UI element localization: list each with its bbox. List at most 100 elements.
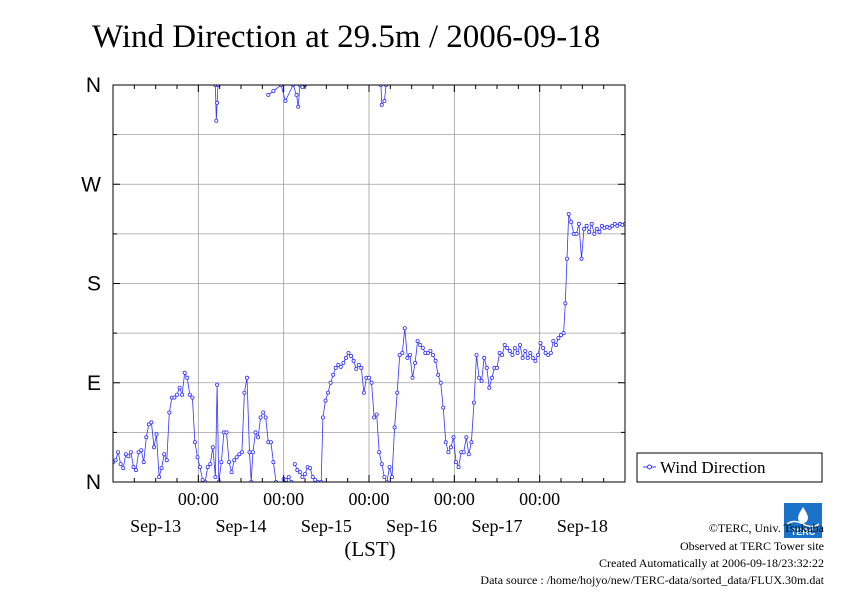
data-point: [443, 440, 448, 445]
data-point: [310, 474, 315, 479]
data-point: [118, 462, 123, 467]
data-point: [566, 211, 571, 216]
data-point: [574, 231, 579, 236]
data-point: [284, 477, 289, 482]
data-point: [139, 448, 144, 453]
data-point: [146, 422, 151, 427]
legend-point-marker: [647, 464, 652, 470]
data-point: [354, 366, 359, 371]
data-point: [548, 350, 553, 355]
data-point: [597, 229, 602, 234]
axis-ticks: [112, 84, 626, 483]
data-point: [213, 474, 218, 479]
data-point: [451, 435, 456, 440]
data-point: [343, 355, 348, 360]
data-point: [477, 375, 482, 380]
x-time-label: 00:00: [348, 489, 389, 509]
footer-copyright: ©TERC, Univ. Tsukuba: [709, 521, 825, 535]
data-point: [610, 223, 615, 228]
data-point: [410, 375, 415, 380]
data-point: [162, 452, 167, 457]
data-point: [402, 326, 407, 331]
footer-source: Data source : /home/hojyo/new/TERC-data/…: [480, 573, 824, 587]
data-point: [561, 331, 566, 336]
data-point: [453, 460, 458, 465]
series-line: [113, 371, 277, 482]
data-point: [456, 465, 461, 470]
data-point: [382, 474, 387, 479]
data-point: [341, 360, 346, 365]
data-point: [185, 375, 190, 380]
data-point: [361, 390, 366, 395]
logo-text: TERC: [791, 527, 816, 537]
data-point: [187, 392, 192, 397]
x-tick-labels: 00:00 00:00 00:00 00:00 00:00 Sep-13 Sep-14 Sep…: [130, 489, 608, 536]
data-point: [338, 364, 343, 369]
data-point: [536, 352, 541, 357]
y-tick-label: N: [86, 471, 101, 494]
wave-icon: [786, 520, 820, 528]
data-point: [515, 350, 520, 355]
data-point: [244, 375, 249, 380]
data-point: [469, 440, 474, 445]
data-point: [261, 410, 266, 415]
data-point: [328, 380, 333, 385]
data-point: [172, 395, 177, 400]
data-point: [121, 466, 126, 471]
x-date-label: Sep-15: [301, 516, 352, 536]
data-point: [584, 223, 589, 228]
data-point: [323, 398, 328, 403]
data-point: [563, 301, 568, 306]
data-point: [308, 466, 313, 471]
data-point: [331, 372, 336, 377]
data-point: [232, 458, 237, 463]
data-point: [356, 362, 361, 367]
x-date-label: Sep-18: [557, 516, 608, 536]
data-point: [349, 353, 354, 358]
data-point: [538, 341, 543, 346]
data-point: [377, 450, 382, 455]
data-point: [446, 450, 451, 455]
series-line: [268, 85, 306, 107]
data-point: [208, 462, 213, 467]
data-point: [374, 412, 379, 417]
data-point: [192, 440, 197, 445]
data-point: [151, 445, 156, 450]
data-point: [594, 226, 599, 231]
data-point: [615, 223, 620, 228]
data-point: [141, 460, 146, 465]
legend-label: Wind Direction: [660, 458, 766, 477]
data-point: [569, 219, 574, 224]
data-point: [543, 350, 548, 355]
data-point: [466, 452, 471, 457]
legend: Wind Direction: [636, 452, 823, 483]
data-point: [413, 360, 418, 365]
data-point: [518, 342, 523, 347]
data-point: [607, 225, 612, 230]
data-point: [589, 221, 594, 226]
data-point: [600, 223, 605, 228]
data-point: [379, 102, 384, 107]
y-tick-label: S: [87, 273, 101, 296]
data-point: [159, 466, 164, 471]
data-point: [271, 89, 276, 94]
data-point: [136, 450, 141, 455]
data-point: [302, 472, 307, 477]
x-date-label: Sep-17: [472, 516, 523, 536]
data-point: [497, 350, 502, 355]
data-point: [157, 474, 162, 479]
data-point: [479, 378, 484, 383]
data-point: [266, 92, 271, 97]
data-point: [215, 100, 220, 105]
data-point: [389, 474, 394, 479]
data-point: [256, 435, 261, 440]
data-point: [195, 455, 200, 460]
data-point: [484, 365, 489, 370]
data-point: [227, 460, 232, 465]
data-point: [268, 440, 273, 445]
data-point: [174, 392, 179, 397]
footer-created: Created Automatically at 2006-09-18/23:3…: [599, 556, 824, 570]
data-point: [205, 465, 210, 470]
data-point: [128, 450, 133, 455]
data-point: [556, 336, 561, 341]
